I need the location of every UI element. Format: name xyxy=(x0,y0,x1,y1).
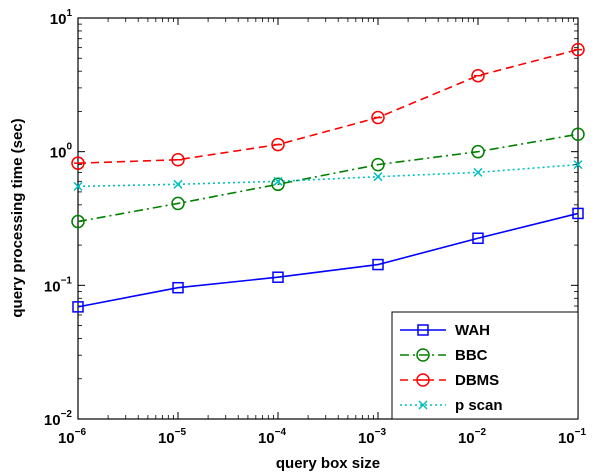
data-point-bbc xyxy=(371,157,385,172)
data-point-dbms xyxy=(171,153,185,167)
data-point-dbms xyxy=(571,42,585,57)
series-line-bbc xyxy=(77,133,579,223)
data-point-p-scan xyxy=(573,160,583,170)
y-tick-label: 10−2 xyxy=(44,409,73,429)
data-point-p-scan xyxy=(373,172,383,182)
data-point-bbc xyxy=(471,144,485,159)
series-line-wah xyxy=(77,212,579,308)
data-point-wah xyxy=(372,258,384,271)
data-point-p-scan xyxy=(73,181,83,191)
series-line-p-scan xyxy=(77,163,579,188)
x-tick-label: 10−6 xyxy=(58,427,87,447)
series-bbc xyxy=(71,127,585,229)
data-point-bbc xyxy=(171,196,185,211)
data-point-wah xyxy=(72,301,84,313)
legend-label-wah: WAH xyxy=(455,322,490,339)
legend: WAH BBC DBMS p scan xyxy=(391,311,579,420)
x-tick-label: 10−1 xyxy=(558,427,587,447)
data-point-wah xyxy=(172,281,184,294)
x-tick-label: 10−4 xyxy=(258,427,287,447)
series-wah xyxy=(72,207,584,313)
legend-entry-p-scan: p scan xyxy=(400,397,503,414)
data-point-p-scan xyxy=(473,167,483,177)
data-point-p-scan xyxy=(173,179,183,189)
legend-entry-wah: WAH xyxy=(400,322,490,339)
data-point-dbms xyxy=(71,156,85,170)
legend-marker-p-scan xyxy=(418,400,428,410)
y-axis-label: query processing time (sec) xyxy=(9,118,26,317)
data-point-dbms xyxy=(271,137,285,152)
data-point-wah xyxy=(572,207,584,220)
legend-marker-dbms xyxy=(416,373,430,387)
data-point-bbc xyxy=(71,214,85,229)
data-point-wah xyxy=(272,271,284,283)
y-tick-label: 100 xyxy=(50,142,73,162)
legend-label-p-scan: p scan xyxy=(455,397,503,414)
y-tick-label: 10−1 xyxy=(44,275,73,295)
x-tick-label: 10−3 xyxy=(358,427,387,447)
series-dbms xyxy=(71,42,585,170)
axis-ticks: 10−6 10−5 10−4 10−3 10−2 10−1 10−2 10−1 100 101 xyxy=(44,8,587,447)
legend-label-bbc: BBC xyxy=(455,347,488,364)
y-tick-label: 101 xyxy=(50,8,73,28)
legend-label-dbms: DBMS xyxy=(455,372,499,389)
data-point-bbc xyxy=(571,127,585,141)
series-line-dbms xyxy=(77,48,579,164)
x-tick-label: 10−2 xyxy=(458,427,487,447)
legend-marker-bbc xyxy=(416,348,430,362)
x-tick-label: 10−5 xyxy=(158,427,187,447)
legend-entry-bbc: BBC xyxy=(400,347,488,364)
legend-entry-dbms: DBMS xyxy=(400,372,499,389)
data-series xyxy=(71,42,585,313)
data-point-dbms xyxy=(371,110,385,125)
data-point-p-scan xyxy=(273,176,283,186)
data-point-bbc xyxy=(271,177,285,192)
series-p-scan xyxy=(73,160,583,191)
data-point-dbms xyxy=(471,68,485,83)
x-axis-label: query box size xyxy=(276,455,380,472)
data-point-wah xyxy=(472,232,484,245)
legend-marker-wah xyxy=(417,324,429,336)
